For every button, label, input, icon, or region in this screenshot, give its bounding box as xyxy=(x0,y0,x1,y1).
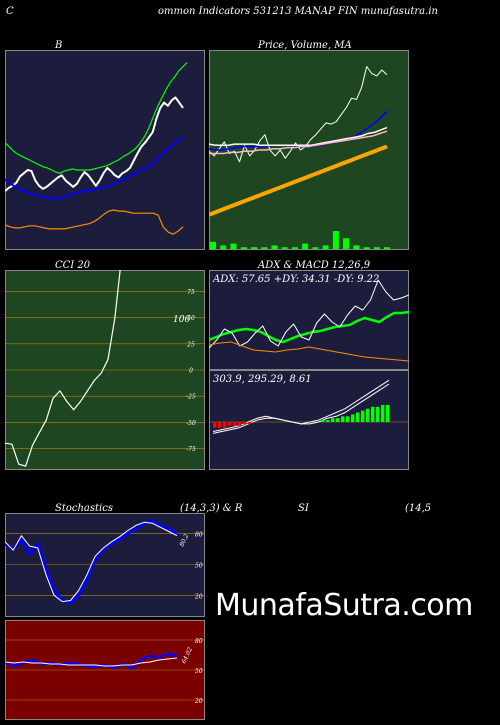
stoch-series-1 xyxy=(5,521,178,603)
macd-panel xyxy=(209,370,409,470)
rsi-params: (14,5 xyxy=(405,503,432,514)
volume-bar-10 xyxy=(312,247,319,249)
adx-panel xyxy=(209,270,409,370)
adx-macd-title: ADX & MACD 12,26,9 xyxy=(258,260,371,271)
macd-hist-bar-15 xyxy=(356,412,360,422)
macd-hist-bar-0 xyxy=(213,422,217,428)
volume-bar-16 xyxy=(373,247,380,249)
volume-bar-7 xyxy=(281,247,288,249)
volume-bar-8 xyxy=(291,247,298,249)
bollinger-panel xyxy=(5,50,205,250)
price-ma-series-4 xyxy=(209,144,388,217)
cci-tick-9: -50 xyxy=(186,420,196,427)
rsi-series-1 xyxy=(5,657,178,667)
rsi-tick-1: 50 xyxy=(195,668,203,675)
macd-series-1 xyxy=(212,383,390,434)
macd-hist-bar-18 xyxy=(371,406,375,422)
cci-title: CCI 20 xyxy=(55,260,91,271)
macd-hist-bar-21 xyxy=(386,404,390,422)
volume-bar-0 xyxy=(210,241,216,249)
rsi-tick-2: 20 xyxy=(194,698,203,705)
macd-hist-bar-2 xyxy=(223,422,227,428)
stoch-title: Stochastics xyxy=(55,503,113,514)
cci-last-label: 106 xyxy=(173,315,190,325)
macd-bg xyxy=(209,370,409,470)
volume-bar-17 xyxy=(384,247,390,249)
macd-hist-bar-11 xyxy=(336,418,340,422)
bollinger-series-0 xyxy=(5,96,184,192)
macd-hist-bar-7 xyxy=(248,422,252,424)
macd-hist-bar-19 xyxy=(376,406,380,422)
macd-hist-bar-4 xyxy=(233,422,237,426)
price-ma-panel xyxy=(209,50,409,250)
volume-bar-13 xyxy=(343,238,350,249)
macd-hist-bar-8 xyxy=(321,420,325,422)
price-ma-series-2 xyxy=(209,126,388,147)
macd-hist-bar-17 xyxy=(366,408,370,422)
macd-hist-bar-14 xyxy=(351,414,355,422)
volume-bar-9 xyxy=(302,243,309,249)
bollinger-title: B xyxy=(55,40,63,51)
cci-line xyxy=(5,270,121,467)
stoch-tick-2: 20 xyxy=(194,593,203,600)
header-title: ommon Indicators 531213 MANAP FIN munafa… xyxy=(158,6,438,17)
cci-tick-4: 75 xyxy=(187,289,195,296)
macd-hist-bar-3 xyxy=(228,422,232,426)
cci-tick-6: 25 xyxy=(186,341,195,348)
macd-hist-bar-10 xyxy=(331,418,335,422)
cci-tick-5: 50 xyxy=(187,315,195,322)
header-left-letter: C xyxy=(6,6,14,17)
bollinger-series-2 xyxy=(5,136,184,200)
bollinger-series-1 xyxy=(5,62,188,174)
macd-hist-bar-16 xyxy=(361,410,365,422)
rsi-title: SI xyxy=(298,503,309,514)
price-ma-title: Price, Volume, MA xyxy=(258,40,352,51)
volume-bar-5 xyxy=(261,247,268,249)
adx-series-0 xyxy=(209,310,409,344)
watermark: MunafaSutra.com xyxy=(215,588,473,623)
rsi-tick-0: 80 xyxy=(195,638,203,645)
macd-values: 303.9, 295.29, 8.61 xyxy=(213,374,312,385)
rsi-series-0 xyxy=(5,652,178,670)
volume-bar-11 xyxy=(322,245,329,249)
macd-hist-bar-1 xyxy=(218,422,222,428)
macd-hist-bar-12 xyxy=(341,416,345,422)
volume-bar-6 xyxy=(271,245,278,249)
macd-hist-bar-5 xyxy=(238,422,242,426)
bollinger-bg xyxy=(5,50,205,250)
adx-series-1 xyxy=(209,279,409,349)
stoch-series-0 xyxy=(5,519,178,605)
adx-values: ADX: 57.65 +DY: 34.31 -DY: 9.22 xyxy=(213,274,380,285)
volume-bar-14 xyxy=(353,245,360,249)
adx-bg xyxy=(209,270,409,370)
cci-panel: 1751501251007550250-25-50-75-100-125-150… xyxy=(5,270,205,470)
macd-hist-bar-13 xyxy=(346,416,350,422)
volume-bar-15 xyxy=(363,247,370,249)
adx-series-2 xyxy=(209,341,409,362)
stoch-bg xyxy=(5,513,205,617)
macd-hist-bar-9 xyxy=(326,420,330,422)
bollinger-series-3 xyxy=(5,209,184,235)
macd-hist-bar-6 xyxy=(243,422,247,424)
price-ma-series-3 xyxy=(209,130,388,155)
cci-tick-10: -75 xyxy=(186,446,196,453)
macd-hist-bar-20 xyxy=(381,404,385,422)
volume-bar-2 xyxy=(230,243,237,249)
volume-bar-12 xyxy=(332,231,339,249)
volume-bar-4 xyxy=(250,247,257,249)
volume-bar-1 xyxy=(220,245,227,249)
stoch-params: (14,3,3) & R xyxy=(180,503,243,514)
volume-bar-3 xyxy=(240,247,247,249)
stoch-tick-0: 80 xyxy=(195,532,203,539)
stoch-tick-1: 50 xyxy=(195,563,203,570)
cci-tick-7: 0 xyxy=(189,368,193,375)
cci-tick-8: -25 xyxy=(186,394,196,401)
